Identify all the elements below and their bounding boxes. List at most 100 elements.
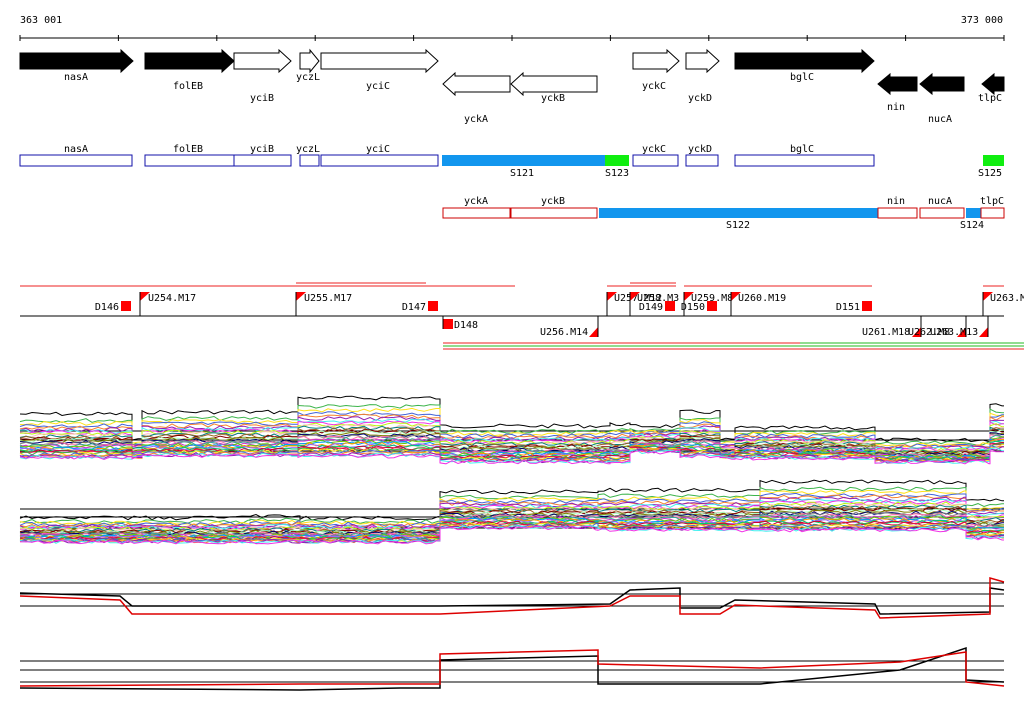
expression-trace: [19, 498, 1004, 530]
reverse-segment-track: yckA yckB S122 nin nucA S124 tlpC: [442, 196, 1005, 231]
segment-block-blue[interactable]: [966, 208, 981, 218]
gene-arrow-shape: [981, 72, 1005, 96]
segment-box[interactable]: [980, 207, 1005, 219]
expression-trace: [19, 427, 1004, 455]
upshift-marker[interactable]: [607, 292, 617, 301]
downshift-marker[interactable]: [443, 319, 453, 329]
summary-trace: [19, 646, 1005, 691]
ruler-ticks: [19, 35, 1005, 41]
segment-label: nin: [887, 196, 905, 207]
gene-arrow-shape: [919, 72, 965, 96]
break-label: U254.M17: [148, 293, 196, 304]
segment-box[interactable]: [685, 154, 719, 167]
segment-block-blue[interactable]: [599, 208, 878, 218]
break-label: U256.M14: [540, 327, 588, 338]
gene-yciC[interactable]: yciC: [320, 48, 439, 92]
upshift-marker[interactable]: [140, 292, 150, 301]
gene-nin[interactable]: nin: [877, 72, 918, 113]
gene-label: nin: [887, 102, 905, 113]
segment-block-blue[interactable]: [442, 155, 605, 166]
segment-box[interactable]: [144, 154, 235, 167]
expression-trace: [19, 513, 1004, 538]
segment-block-green[interactable]: [605, 155, 629, 166]
gene-arrow-shape: [233, 48, 292, 74]
gene-yckA[interactable]: yckA: [442, 71, 511, 125]
downshift-marker[interactable]: [707, 301, 717, 311]
downshift-marker[interactable]: [428, 301, 438, 311]
upshift-marker[interactable]: [912, 327, 921, 337]
condition-bars-top: [20, 282, 1004, 287]
gene-label: tlpC: [978, 93, 1002, 104]
downshift-marker[interactable]: [665, 301, 675, 311]
summary-panel-forward: [19, 577, 1005, 619]
gene-nucA[interactable]: nucA: [919, 72, 965, 125]
expression-traces: [19, 479, 1004, 545]
segment-box[interactable]: [877, 207, 918, 219]
gene-tlpC[interactable]: tlpC: [978, 72, 1005, 104]
summary-panel-reverse: [19, 646, 1005, 691]
segment-box[interactable]: [299, 154, 320, 167]
break-label: U260.M19: [738, 293, 786, 304]
summary-trace: [19, 577, 1005, 619]
segment-box[interactable]: [734, 154, 875, 167]
gene-yckD[interactable]: yckD: [685, 48, 720, 104]
gene-yczL[interactable]: yczL: [296, 48, 320, 83]
segment-label: S123: [605, 168, 629, 179]
gene-yckB[interactable]: yckB: [510, 71, 598, 104]
gene-nasA[interactable]: nasA: [19, 48, 134, 83]
expression-panel-reverse: [19, 479, 1004, 545]
segment-box[interactable]: [320, 154, 439, 167]
upshift-marker[interactable]: [957, 327, 966, 337]
gene-label: yckA: [464, 114, 488, 125]
break-label: U261.M18: [862, 327, 910, 338]
segment-box[interactable]: [510, 207, 598, 219]
expression-traces: [19, 395, 1004, 465]
gene-bglC[interactable]: bglC: [734, 48, 875, 83]
segment-label: tlpC: [980, 196, 1004, 207]
summary-trace: [19, 649, 1005, 687]
expression-trace: [19, 444, 1004, 463]
upshift-marker[interactable]: [983, 292, 993, 301]
segment-box[interactable]: [632, 154, 679, 167]
upshift-marker[interactable]: [630, 292, 640, 301]
upshift-marker[interactable]: [296, 292, 306, 301]
segment-box[interactable]: [919, 207, 965, 219]
segment-label: yckA: [464, 196, 488, 207]
gene-yciB[interactable]: yciB: [233, 48, 292, 104]
gene-yckC[interactable]: yckC: [632, 48, 680, 92]
segment-label: S124: [960, 220, 984, 231]
expression-panel-forward: [19, 395, 1004, 465]
gene-label: yckB: [541, 93, 565, 104]
break-label: U255.M17: [304, 293, 352, 304]
upshift-marker[interactable]: [731, 292, 741, 301]
forward-segment-track: nasA folEB yciB yczL yciC S121 S123 yckC…: [19, 144, 1004, 179]
gene-label: yckD: [688, 93, 712, 104]
segment-label: bglC: [790, 144, 814, 155]
upshift-marker[interactable]: [979, 327, 988, 337]
break-label: D148: [454, 320, 478, 331]
ruler-start-label: 363 001: [20, 15, 62, 26]
upshift-marker[interactable]: [589, 327, 598, 337]
gene-arrow-shape: [144, 48, 235, 74]
upshift-marker[interactable]: [684, 292, 694, 301]
expression-trace: [19, 413, 1004, 450]
gene-folEB[interactable]: folEB: [144, 48, 235, 92]
expression-trace: [19, 499, 1004, 531]
gene-arrow-shape: [299, 48, 320, 74]
expression-trace: [19, 479, 1004, 521]
segment-box[interactable]: [19, 154, 133, 167]
expression-trace: [19, 504, 1004, 533]
segment-box[interactable]: [233, 154, 292, 167]
expression-trace: [19, 416, 1004, 451]
gene-label: yciB: [250, 93, 274, 104]
segment-box[interactable]: [442, 207, 511, 219]
break-label: U262.M8: [908, 327, 950, 338]
segment-label: S125: [978, 168, 1002, 179]
expression-trace: [19, 525, 1004, 545]
segment-label: yckC: [642, 144, 666, 155]
downshift-marker[interactable]: [862, 301, 872, 311]
segment-block-green[interactable]: [983, 155, 1004, 166]
break-label: D147: [402, 302, 426, 313]
downshift-marker[interactable]: [121, 301, 131, 311]
